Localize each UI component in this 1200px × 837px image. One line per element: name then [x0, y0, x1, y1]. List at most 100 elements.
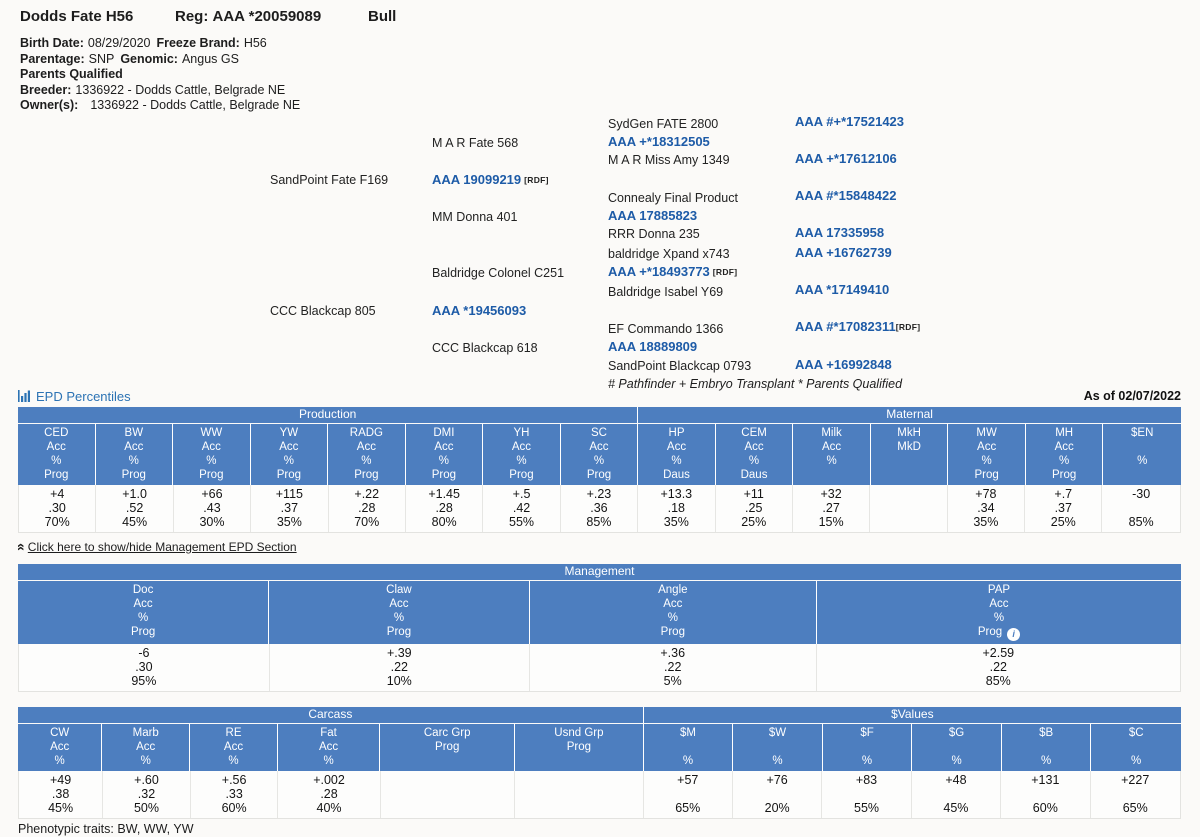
- header-line: Prog: [586, 469, 612, 481]
- paternal-grandsire-name: M A R Fate 568: [432, 136, 519, 150]
- header-line: Acc: [124, 441, 144, 453]
- maternal-granddam-name: CCC Blackcap 618: [432, 341, 538, 355]
- ggs-reg-link[interactable]: AAA #+*17521423: [795, 114, 904, 129]
- header-line: %: [516, 455, 527, 467]
- col-header-$C: $C %: [1091, 723, 1181, 771]
- header-line: $M: [679, 726, 696, 739]
- value-line: .43: [203, 501, 221, 515]
- value-line: .30: [48, 501, 66, 515]
- value-line: .33: [225, 786, 243, 801]
- maternal-grandsire-reg: AAA +*18493773: [608, 264, 710, 279]
- epd-percentiles-link[interactable]: EPD Percentiles: [18, 389, 131, 404]
- col-values-MH: +.7.37 25%: [1025, 485, 1103, 532]
- header-line: [1091, 740, 1181, 754]
- header-line: Claw: [386, 584, 412, 596]
- reg-value: AAA *20059089: [212, 8, 322, 25]
- col-values-MW: +78.34 35%: [948, 485, 1026, 532]
- header-line: $C: [1128, 726, 1144, 739]
- col-header-CED: CED Acc% Prog: [18, 424, 96, 485]
- value-line: +.22: [354, 487, 380, 501]
- parentage-line: Parentage: SNP Genomic: Angus GS: [20, 52, 300, 68]
- ggd-name: M A R Miss Amy 1349: [608, 153, 730, 167]
- sire-reg-link[interactable]: AAA 19099219 [RDF]: [432, 172, 549, 187]
- parents-qualified-label: Parents Qualified: [20, 67, 123, 81]
- value-line: +.39: [386, 645, 412, 660]
- value-line: +.60: [134, 772, 159, 787]
- col-values-$EN: -30 85%: [1102, 485, 1179, 532]
- group-band-row: Carcass $Values: [18, 706, 1181, 723]
- header-line: Prog: [44, 469, 69, 481]
- header-line: $EN: [1131, 427, 1154, 439]
- header-line: $F: [860, 726, 874, 739]
- ggd-reg-link[interactable]: AAA *17149410: [795, 282, 889, 297]
- management-toggle-link[interactable]: Click here to show/hide Management EPD S…: [27, 540, 297, 554]
- header-line: [1002, 740, 1091, 754]
- col-values-CEM: +11.25 25%: [716, 485, 793, 532]
- col-values-$F: +83 55%: [822, 770, 912, 818]
- value-line: 45%: [943, 800, 969, 815]
- header-line: %: [667, 612, 678, 624]
- paternal-grandsire-reg-link[interactable]: AAA +*18312505: [608, 134, 710, 149]
- value-line: .22: [390, 659, 408, 674]
- value-line: 5%: [663, 673, 682, 688]
- col-values-Claw: +.39.22 10%: [270, 643, 530, 691]
- col-values-BW: +1.0.52 45%: [96, 485, 174, 532]
- value-line: .36: [590, 501, 608, 515]
- header-line: %: [1137, 455, 1148, 467]
- group-band-row: Production Maternal: [18, 407, 1181, 423]
- maternal-granddam-reg-link[interactable]: AAA 18889809: [608, 339, 697, 354]
- value-line: .22: [664, 659, 682, 674]
- management-table: Management Doc Acc% Prog Claw Acc% Prog Angle Ac…: [18, 564, 1181, 692]
- header-line: RE: [225, 726, 242, 739]
- ggd-reg-link[interactable]: AAA +16992848: [795, 357, 892, 372]
- freeze-brand-value: H56: [243, 36, 267, 50]
- ggs-reg-link[interactable]: AAA #*17082311[RDF]: [795, 319, 920, 334]
- ggd-reg-link[interactable]: AAA +*17612106: [795, 151, 897, 166]
- header-line: %: [1131, 754, 1142, 767]
- ggs-reg-link[interactable]: AAA +16762739: [795, 245, 892, 260]
- value-line: 85%: [586, 515, 612, 529]
- header-line: %: [748, 455, 760, 467]
- ggs-name: EF Commando 1366: [608, 322, 724, 336]
- col-values-CW: +49.38 45%: [19, 770, 104, 818]
- col-values-YW: +115.37 35%: [251, 485, 329, 532]
- header-line: Prog: [974, 469, 999, 481]
- header-line: CEM: [741, 427, 767, 439]
- ggd-reg: AAA +16992848: [795, 357, 892, 372]
- header-line: SC: [590, 427, 607, 439]
- phenotypic-traits-line: Phenotypic traits: BW, WW, YW: [18, 822, 1181, 837]
- value-line: +78: [975, 487, 997, 501]
- header-line: %: [438, 455, 450, 467]
- col-values-Doc: -6.30 95%: [19, 643, 270, 691]
- header-line: %: [140, 754, 151, 767]
- col-values-Usnd Grp: [515, 770, 644, 818]
- sex-label: Bull: [368, 8, 397, 25]
- header-line: Acc: [511, 441, 532, 453]
- value-line: +76: [766, 772, 788, 787]
- bar-chart-icon: [18, 390, 30, 402]
- header-line: %: [1041, 754, 1052, 767]
- value-line: +66: [201, 487, 223, 501]
- header-line: %: [826, 455, 837, 467]
- header-line: %: [283, 455, 294, 467]
- phenotypic-traits-label: Phenotypic traits:: [18, 821, 114, 836]
- info-icon[interactable]: i: [1007, 627, 1021, 641]
- value-line: 65%: [1122, 800, 1148, 815]
- header-line: HP: [668, 427, 685, 439]
- col-values-MkH: [870, 485, 948, 532]
- value-line: 95%: [131, 673, 157, 688]
- collapse-chevrons-icon: «: [13, 543, 30, 551]
- ggs-reg-link[interactable]: AAA #*15848422: [795, 188, 896, 203]
- ggd-reg-link[interactable]: AAA 17335958: [795, 225, 884, 240]
- dam-reg-link[interactable]: AAA *19456093: [432, 303, 526, 318]
- value-line: .30: [135, 659, 153, 674]
- value-line: 85%: [985, 673, 1011, 688]
- col-header-WW: WW Acc% Prog: [173, 424, 251, 485]
- value-line: +.36: [660, 645, 686, 660]
- header-line: Acc: [46, 441, 66, 453]
- value-line: .22: [989, 659, 1007, 674]
- paternal-granddam-reg-link[interactable]: AAA 17885823: [608, 208, 697, 223]
- ggs-name: SydGen FATE 2800: [608, 117, 719, 131]
- value-line: .25: [745, 501, 763, 515]
- maternal-grandsire-reg-link[interactable]: AAA +*18493773 [RDF]: [608, 264, 737, 279]
